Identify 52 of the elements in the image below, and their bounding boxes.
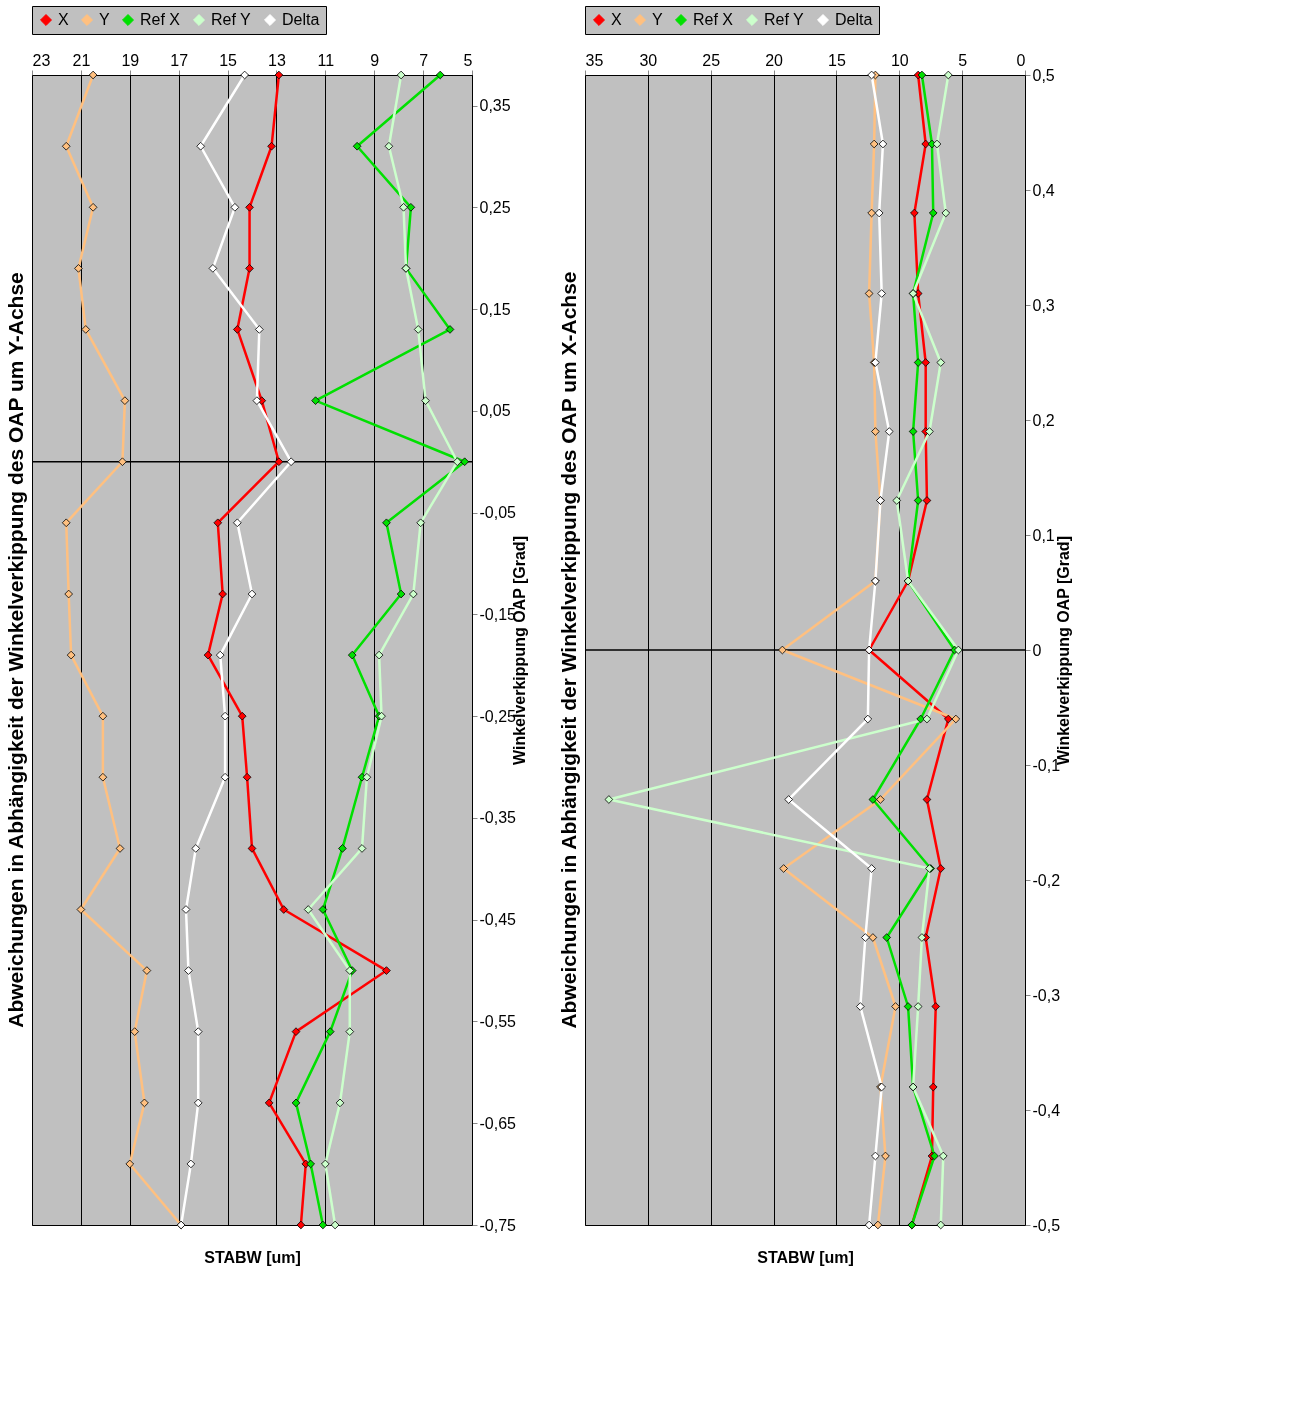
y-tick-label: 0,05	[479, 402, 511, 420]
x-tick-label: 15	[828, 51, 846, 69]
y-tick-label: 0	[1032, 641, 1042, 659]
legend-label: Delta	[282, 11, 320, 28]
x-tick-label: 9	[370, 51, 380, 69]
y-tick-label: -0,55	[479, 1012, 517, 1030]
y-tick-label: -0,3	[1032, 986, 1061, 1004]
y-tick-label: 0,4	[1032, 181, 1055, 199]
x-tick-label: 10	[890, 51, 909, 69]
legend-label: Ref Y	[211, 11, 252, 28]
legend-label: Ref X	[140, 11, 181, 28]
legend-label: Delta	[835, 11, 873, 28]
x-tick-label: 20	[765, 51, 784, 69]
x-tick-label: 7	[419, 51, 429, 69]
y-tick-label: -0,45	[479, 911, 517, 929]
y-tick-label: 0,2	[1032, 411, 1055, 429]
x-tick-label: 15	[219, 51, 238, 69]
x-axis-title: STABW [um]	[204, 1248, 301, 1266]
x-tick-label: 5	[463, 51, 473, 69]
x-tick-label: 30	[639, 51, 658, 69]
x-tick-label: 0	[1016, 51, 1026, 69]
legend-label: Y	[652, 11, 663, 28]
y-tick-label: -0,2	[1032, 871, 1061, 889]
y-tick-label: -0,4	[1032, 1101, 1061, 1119]
y-tick-label: 0,1	[1032, 526, 1055, 544]
x-tick-label: 5	[958, 51, 968, 69]
y-tick-label: -0,35	[479, 809, 517, 827]
text: Abweichungen in Abhängigkeit der Winkelverkippung des OAP um Y-Achse	[4, 272, 28, 1028]
x-tick-label: 23	[32, 51, 51, 69]
y-tick-label: 0,5	[1032, 66, 1055, 84]
x-tick-label: 35	[585, 51, 604, 69]
y-tick-label: 0,3	[1032, 296, 1055, 314]
legend-label: Y	[99, 11, 110, 28]
y-tick-label: -0,5	[1032, 1216, 1061, 1234]
legend-label: Ref X	[693, 11, 734, 28]
x-tick-label: 25	[702, 51, 721, 69]
y-tick-label: -0,75	[479, 1216, 517, 1234]
y-tick-label: 0,35	[479, 97, 511, 115]
y-tick-label: -0,65	[479, 1114, 517, 1132]
x-axis-title: STABW [um]	[757, 1248, 854, 1266]
y-tick-label: -0,05	[479, 504, 517, 522]
x-tick-label: 17	[170, 51, 189, 69]
x-tick-label: 19	[121, 51, 140, 69]
y-tick-label: 0,25	[479, 198, 511, 216]
x-tick-label: 11	[317, 51, 335, 69]
y-tick-label: 0,15	[479, 300, 511, 318]
legend-label: X	[58, 11, 69, 28]
x-tick-label: 13	[268, 51, 286, 69]
legend-label: Ref Y	[764, 11, 805, 28]
legend-label: X	[611, 11, 622, 28]
x-tick-label: 21	[72, 51, 91, 69]
text: Abweichungen in Abhängigkeit der Winkelverkippung des OAP um X-Achse	[557, 271, 581, 1029]
